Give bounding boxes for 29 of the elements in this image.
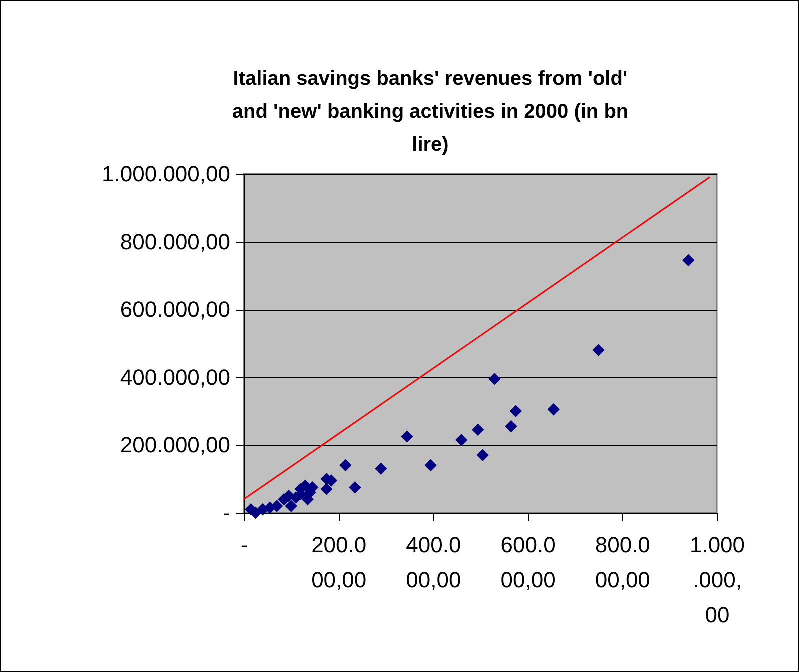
point <box>476 449 489 462</box>
point <box>455 434 468 446</box>
x-tick-label: 400.000,00 <box>406 532 462 592</box>
x-tick-label: 800.000,00 <box>595 532 650 592</box>
point <box>375 462 388 476</box>
chart-title: Italian savings banks' revenues from 'old' and 'new' banking activities in 2000 (in bn lire) <box>232 68 629 156</box>
point <box>682 254 695 267</box>
point <box>401 430 414 443</box>
y-tick-label: 1.000.000,00 <box>102 162 230 186</box>
x-tick-label: - <box>240 532 248 558</box>
point <box>488 372 501 386</box>
point <box>285 500 298 512</box>
y-tick-label: - <box>223 500 230 526</box>
point <box>320 483 333 496</box>
y-tick-label: 600.000,00 <box>120 297 230 322</box>
y-tick-label: 400.000,00 <box>120 364 230 390</box>
point <box>472 424 484 436</box>
x-tick-label: 600.000,00 <box>500 532 556 592</box>
point <box>592 344 605 356</box>
point <box>548 403 560 416</box>
point <box>340 459 352 472</box>
point <box>424 459 437 472</box>
point <box>349 481 362 494</box>
x-tick-label: 200.000,00 <box>312 532 367 592</box>
x-tick-label: 1.000.000,00 <box>690 532 746 628</box>
point <box>510 405 522 418</box>
y-tick-label: 800.000,00 <box>120 229 230 254</box>
point <box>505 420 518 433</box>
y-tick-label: 200.000,00 <box>120 432 230 458</box>
